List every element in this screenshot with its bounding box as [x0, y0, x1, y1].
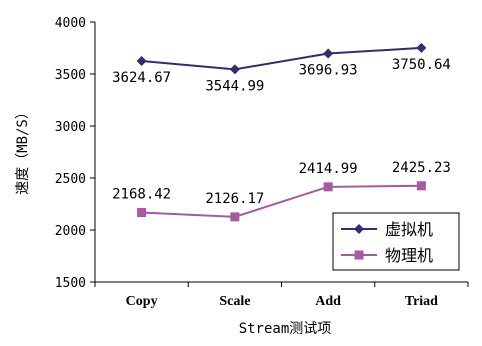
x-tick-label: Copy: [126, 294, 158, 309]
tick-labels: 1500 2000 2500 3000 3500 4000 Copy Scale Add Tria…: [55, 16, 438, 309]
legend-label: 虚拟机: [385, 220, 433, 239]
data-point: [416, 181, 426, 191]
series-line-2: [141, 184, 422, 218]
y-tick-label: 2000: [55, 224, 86, 239]
x-axis-title: Stream测试项: [239, 321, 332, 337]
data-label: 3750.64: [392, 57, 451, 73]
data-label: 2414.99: [299, 161, 358, 177]
data-point: [323, 48, 334, 59]
x-tick-label: Add: [315, 294, 341, 309]
data-point: [416, 42, 427, 53]
legend-box: [332, 212, 460, 271]
legend-marker: [354, 224, 364, 234]
axes: [90, 21, 469, 287]
data-label: 2168.42: [112, 186, 171, 202]
legend-marker: [354, 250, 364, 260]
data-point: [323, 182, 333, 192]
data-label: 3544.99: [205, 78, 264, 94]
x-tick-label: Triad: [405, 294, 438, 309]
data-point: [229, 64, 240, 75]
y-axis-title: 速度（MB/S）: [15, 105, 31, 195]
series-line-1: [141, 46, 422, 71]
y-tick-label: 2500: [55, 172, 86, 187]
y-tick-label: 3500: [55, 68, 86, 83]
data-label: 3696.93: [299, 63, 358, 79]
data-label: 2126.17: [205, 191, 264, 207]
data-point: [136, 56, 147, 67]
y-tick-label: 3000: [55, 120, 86, 135]
data-labels: 3624.67 3544.99 3696.93 3750.64 2168.42 2126.…: [112, 57, 451, 207]
y-tick-label: 4000: [55, 16, 86, 31]
x-tick-label: Scale: [219, 294, 250, 309]
data-point: [230, 212, 240, 222]
y-tick-label: 1500: [55, 276, 86, 291]
data-label: 3624.67: [112, 70, 171, 86]
data-label: 2425.23: [392, 160, 451, 176]
series-lines: [136, 42, 427, 222]
data-point: [137, 207, 147, 217]
legend-label: 物理机: [385, 246, 433, 265]
